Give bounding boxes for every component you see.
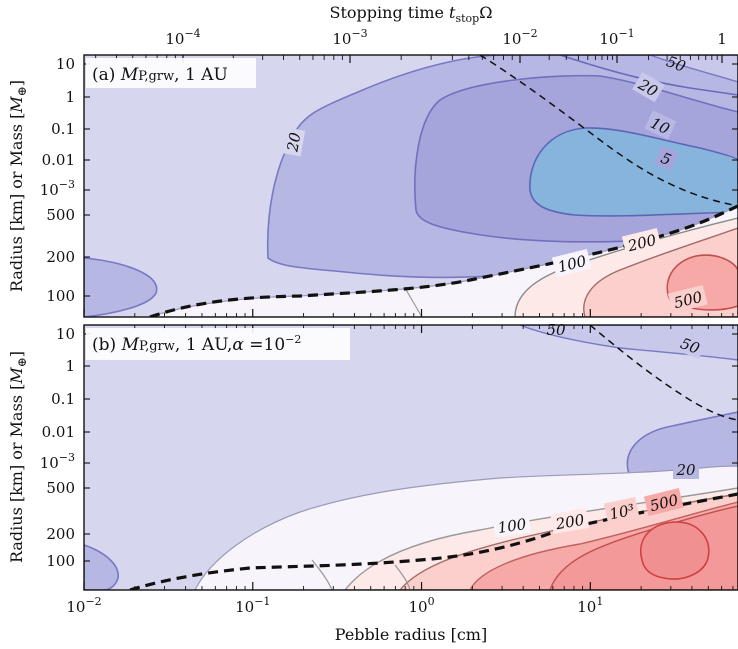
panel-b-thin-dashed [589,325,738,421]
x-tick-label-1: 10−1 [235,595,270,616]
panel-a-contour-vertical [404,287,423,317]
y-mass-label-b-0: 10 [56,325,75,343]
y-mass-label-a-2: 0.1 [51,120,75,138]
x-tick-label-2: 100 [408,595,434,616]
svg-text:(b) MP,grw, 1 AU,α =10−2: (b) MP,grw, 1 AU,α =10−2 [92,333,301,355]
panel-b-label: (b) MP,grw, 1 AU,α =10−2 [86,328,350,360]
top-tick-label-1: 10−3 [332,27,367,48]
y-rad-label-a-0: 500 [46,206,75,224]
panel-b-region-core [639,521,710,580]
y-rad-label-b-1: 200 [46,525,75,543]
y-mass-label-a-1: 1 [65,88,75,106]
panel-b-clabel-50-right: 50 [678,334,703,358]
panel-a-label: (a) MP,grw, 1 AU [86,58,256,88]
x-tick-label-3: 101 [577,595,603,616]
panel-a-contour-labels: 20 20 10 5 50 100 200 500 [280,52,708,314]
y-axis-title-b: Radius [km] or Mass [M⊕] [7,351,29,563]
y-rad-label-b-0: 500 [46,479,75,497]
panel-b-clabel-50-top: 50 [546,321,566,339]
panel-a-clabel-20-left: 20 [283,131,304,154]
panel-b-clabel-20: 20 [675,461,696,479]
panel-a-clabel-50: 50 [664,52,689,76]
panel-b [84,325,738,590]
panel-b-clabel-100: 100 [497,515,528,537]
y-mass-label-a-0: 10 [56,55,75,73]
y-rad-label-b-2: 100 [46,552,75,570]
panel-a-region-5 [529,127,738,217]
y-rad-label-a-2: 100 [46,287,75,305]
top-tick-label-3: 10−1 [599,27,634,48]
top-tick-label-0: 10−4 [165,27,200,48]
x-axis-title: Pebble radius [cm] [335,625,487,644]
top-tick-label-2: 10−2 [502,27,537,48]
panel-a [84,55,738,317]
panel-a-region-20-left [84,257,158,317]
tick-marks [83,55,738,590]
panel-b-clabel-200: 200 [553,511,586,534]
y-mass-label-b-1: 1 [65,357,75,375]
panel-b-frame [83,324,738,591]
top-axis-title: Stopping time tstopΩ [330,3,493,25]
y-mass-label-a-3: 0.01 [42,151,75,169]
y-rad-label-a-1: 200 [46,248,75,266]
panel-a-thin-dashed [479,55,738,207]
panel-b-clabel-1000: 10³ [608,501,636,524]
y-mass-label-b-2: 0.1 [51,390,75,408]
x-tick-label-0: 10−2 [66,595,101,616]
y-mass-label-b-3: 0.01 [42,423,75,441]
y-axis-title: Radius [km] or Mass [M⊕] [7,80,29,292]
panel-b-contour-labels: 50 50 20 100 200 10³ 500 [492,321,706,538]
panel-b-contour-vertical-1 [311,559,333,590]
panel-a-frame [83,54,738,318]
panel-a-contour-20-upper [559,55,738,96]
panel-b-contour-vertical-2 [394,564,411,590]
panel-a-thick-dashed [149,204,738,317]
y-mass-label-b-4: 10−3 [40,451,75,472]
svg-text:(a) MP,grw, 1 AU: (a) MP,grw, 1 AU [92,65,228,85]
top-tick-label-4: 1 [717,30,727,48]
y-mass-label-a-4: 10−3 [40,178,75,199]
